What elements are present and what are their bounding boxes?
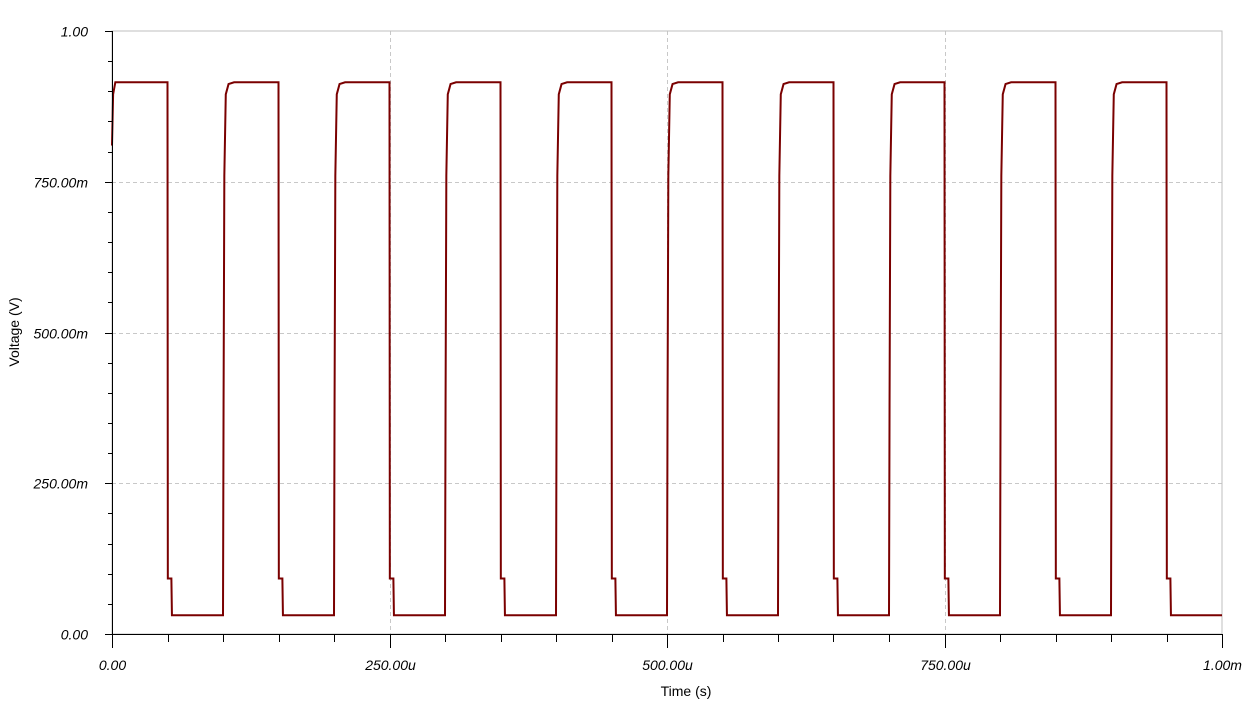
tick-labels: 0.00 250.00m 500.00m 750.00m 1.00 0.00 250.00u… [33, 24, 1243, 674]
x-tick-label: 1.00m [1203, 657, 1242, 673]
y-tick-label: 1.00 [61, 24, 88, 40]
trace-layer [111, 81, 1222, 617]
axes [105, 31, 1223, 648]
y-tick-label: 750.00m [34, 175, 89, 191]
y-tick-label: 0.00 [61, 627, 88, 643]
x-tick-label: 500.00u [642, 657, 693, 673]
x-tick-label: 0.00 [99, 657, 126, 673]
voltage-trace [111, 81, 1222, 617]
x-tick-label: 750.00u [920, 657, 971, 673]
y-axis-label: Voltage (V) [6, 297, 22, 366]
y-tick-label: 500.00m [34, 326, 89, 342]
x-tick-label: 250.00u [364, 657, 416, 673]
x-axis-label: Time (s) [661, 683, 712, 699]
y-tick-label: 250.00m [33, 476, 89, 492]
